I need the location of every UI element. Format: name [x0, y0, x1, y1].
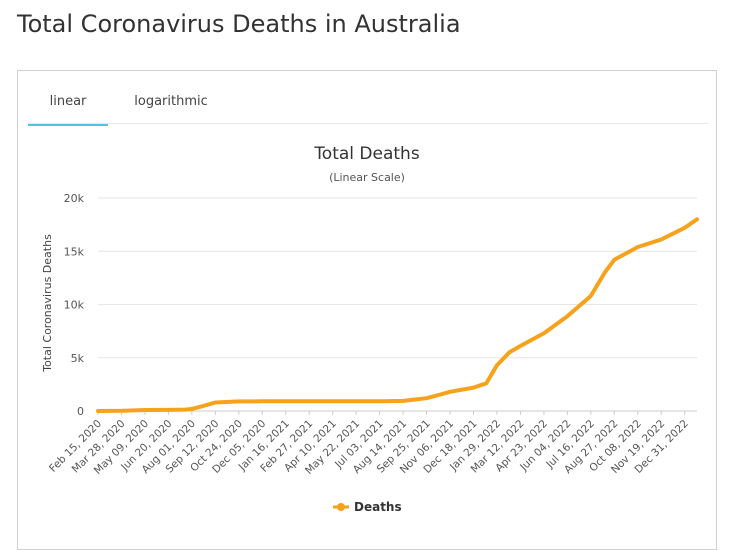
legend-label-deaths[interactable]: Deaths	[354, 500, 402, 514]
tab-linear[interactable]: linear	[28, 85, 108, 126]
y-tick-label: 15k	[64, 245, 85, 258]
legend-marker	[337, 503, 345, 511]
chart-panel: linear logarithmic	[17, 70, 717, 550]
series-line-deaths[interactable]	[96, 217, 699, 413]
y-axis-label: Total Coronavirus Deaths	[41, 234, 54, 373]
deaths-chart: Total Deaths (Linear Scale) Total Corona…	[41, 144, 699, 514]
page-title: Total Coronavirus Deaths in Australia	[17, 10, 461, 38]
tab-logarithmic[interactable]: logarithmic	[134, 94, 208, 109]
y-tick-label: 10k	[64, 299, 85, 312]
chart-title: Total Deaths	[313, 144, 420, 164]
y-tick-label: 0	[77, 405, 84, 418]
y-tick-label: 20k	[64, 192, 85, 205]
y-tick-label: 5k	[71, 352, 85, 365]
tab-divider	[28, 123, 708, 124]
grid-lines	[98, 197, 697, 412]
legend[interactable]: Deaths	[333, 500, 402, 514]
chart-subtitle: (Linear Scale)	[329, 171, 405, 184]
series-layer	[96, 217, 699, 413]
y-axis-ticks: 0 5k 10k 15k 20k	[64, 192, 85, 418]
